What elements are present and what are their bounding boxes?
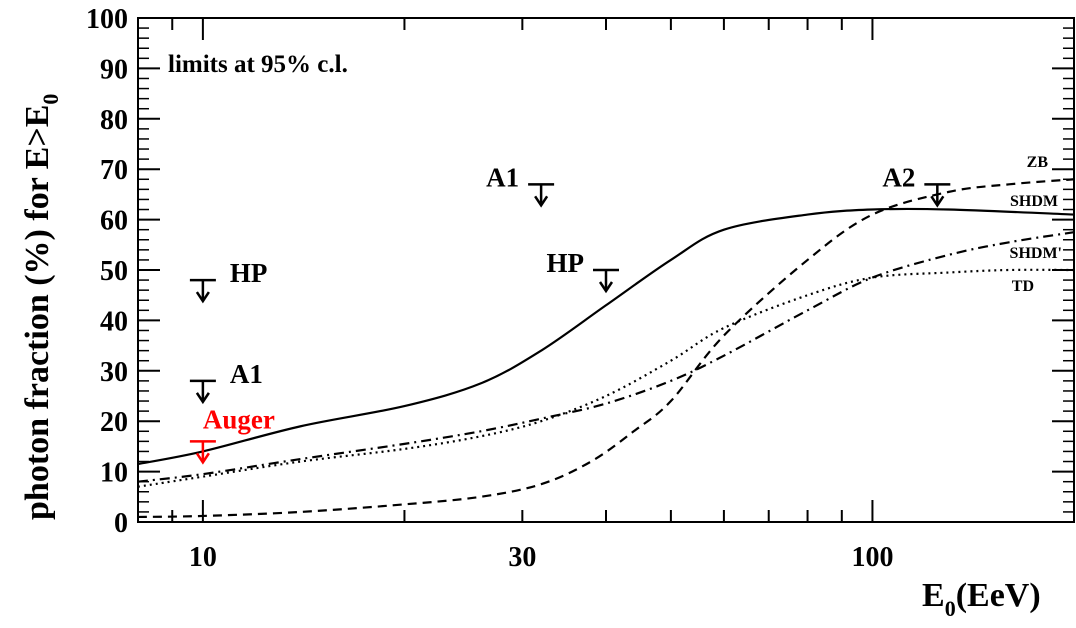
y-tick-label: 100 — [86, 4, 128, 35]
limit-label: A2 — [882, 162, 915, 192]
limit-label: HP — [230, 258, 267, 288]
series-line-shdm — [137, 207, 1075, 466]
x-tick-label: 30 — [508, 542, 536, 573]
series-label: SHDM' — [1010, 245, 1062, 262]
limit-marker-hp: HP — [189, 258, 267, 304]
series-line-zb — [137, 178, 1075, 519]
limit-marker-hp: HP — [547, 248, 619, 294]
y-tick-label: 60 — [100, 206, 128, 237]
limit-label: HP — [547, 248, 585, 278]
limit-arrow-head — [195, 392, 210, 405]
limit-label: A1 — [486, 162, 519, 192]
y-tick-label: 0 — [114, 508, 128, 539]
y-tick-label: 30 — [100, 357, 128, 388]
limit-marker-a1: A1 — [189, 359, 263, 405]
y-axis-title: photon fraction (%) for E>E0 — [19, 94, 63, 520]
limit-arrow-head — [598, 281, 614, 294]
series-label: TD — [1012, 278, 1034, 295]
y-tick-label: 20 — [100, 407, 128, 438]
y-tick-label: 40 — [100, 306, 128, 337]
limit-marker-a1: A1 — [486, 162, 555, 208]
limit-label: A1 — [230, 359, 263, 389]
annotation-limits: limits at 95% c.l. — [168, 51, 348, 78]
x-tick-label: 10 — [189, 542, 217, 573]
limit-label: Auger — [203, 404, 275, 434]
limit-arrow-head — [195, 452, 210, 465]
series-layer — [137, 178, 1075, 519]
limits-layer: HP A1 Auger A1 HP A2 — [189, 162, 951, 465]
limit-arrow-head — [534, 195, 549, 208]
limit-arrow-head — [930, 195, 945, 208]
series-line-td — [137, 268, 1075, 488]
x-tick-label: 100 — [851, 542, 893, 573]
y-tick-label: 90 — [100, 54, 128, 85]
limit-marker-auger: Auger — [189, 404, 275, 465]
y-tick-label: 80 — [100, 105, 128, 136]
y-tick-label: 70 — [100, 155, 128, 186]
y-tick-label: 10 — [100, 458, 128, 489]
limit-marker-a2: A2 — [882, 162, 951, 208]
series-label: SHDM — [1010, 193, 1058, 210]
x-axis-title: E0(EeV) — [922, 577, 1041, 621]
series-label: ZB — [1027, 154, 1049, 171]
limit-arrow-head — [195, 291, 210, 304]
y-tick-label: 50 — [100, 256, 128, 287]
